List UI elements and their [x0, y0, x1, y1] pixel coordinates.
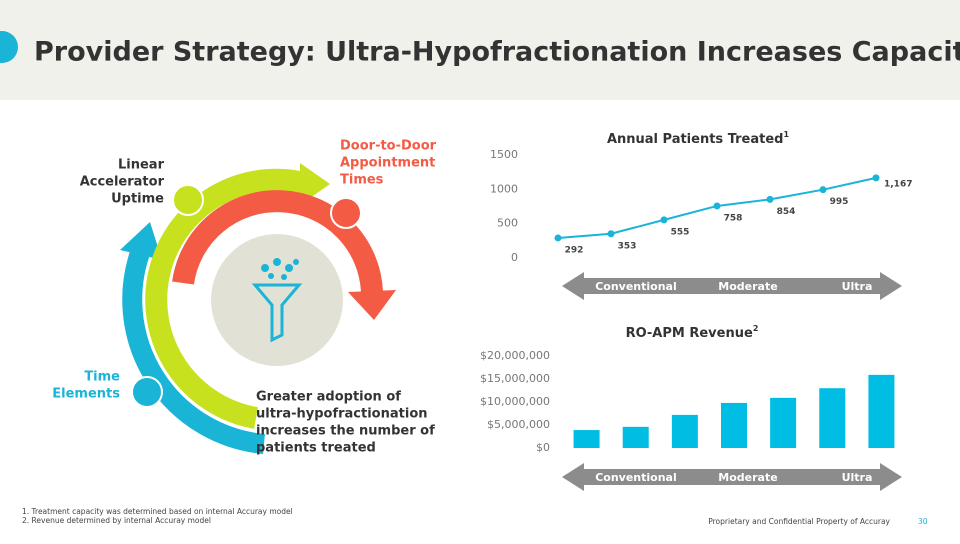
- y-tick-label: $5,000,000: [487, 418, 550, 431]
- door-icon: [330, 197, 362, 229]
- label-line: Times: [340, 173, 384, 188]
- title-text: RO-APM Revenue: [626, 326, 753, 341]
- chart-title: RO-APM Revenue2: [626, 324, 759, 341]
- scale-arrow: [562, 463, 902, 491]
- bar: [868, 374, 895, 448]
- value-label: 854: [777, 207, 796, 217]
- bar: [770, 397, 797, 448]
- header-dot: [0, 31, 18, 63]
- funnel-circle: [211, 234, 343, 366]
- label-line: Time: [84, 370, 120, 385]
- arrow-label: Conventional: [595, 280, 677, 293]
- caption-line: increases the number of: [256, 424, 435, 439]
- blue-arc: [122, 246, 265, 454]
- red-arc: [172, 190, 383, 293]
- label-line: Elements: [52, 387, 120, 402]
- gear-icon: [172, 184, 204, 216]
- point: [607, 230, 615, 238]
- value-label: 1,167: [884, 179, 912, 189]
- slide-title: Provider Strategy: Ultra-Hypofractionati…: [34, 37, 960, 68]
- green-arrowhead: [300, 163, 330, 205]
- green-arc: [145, 168, 311, 429]
- scale-arrow: [562, 272, 902, 300]
- value-label: 292: [565, 245, 584, 255]
- y-tick-label: 1500: [490, 148, 518, 161]
- chart-title: Annual Patients Treated1: [607, 130, 790, 147]
- label-time: Time Elements: [52, 370, 120, 402]
- label-line: Uptime: [111, 192, 164, 207]
- point: [872, 174, 880, 182]
- arrow-label: Conventional: [595, 471, 677, 484]
- red-arrowhead: [348, 290, 396, 320]
- caption-line: Greater adoption of: [256, 390, 401, 405]
- title-text: Annual Patients Treated: [607, 132, 784, 147]
- point: [713, 202, 721, 210]
- footer-text: Proprietary and Confidential Property of…: [708, 517, 890, 526]
- value-label: 758: [724, 213, 743, 223]
- footnote: 1. Treatment capacity was determined bas…: [22, 507, 293, 516]
- funnel-icon: [251, 283, 303, 343]
- footnote: 2. Revenue determined by internal Accura…: [22, 516, 211, 525]
- value-label: 995: [830, 197, 849, 207]
- point: [554, 234, 562, 242]
- y-tick-label: $20,000,000: [480, 349, 550, 362]
- label-line: Appointment: [340, 156, 435, 171]
- arrow-label: Ultra: [842, 280, 873, 293]
- y-tick-label: $0: [536, 441, 550, 454]
- blue-arrowhead: [120, 222, 162, 260]
- header-band: [0, 0, 960, 100]
- label-line: Linear: [118, 158, 165, 173]
- title-sup: 1: [783, 130, 789, 139]
- label-line: Door-to-Door: [340, 139, 437, 154]
- bar: [622, 426, 649, 448]
- label-uptime: Linear Accelerator Uptime: [80, 158, 165, 207]
- title-sup: 2: [753, 324, 759, 333]
- funnel-dots: [261, 258, 299, 280]
- point: [819, 186, 827, 194]
- caption: Greater adoption of ultra-hypofractionat…: [256, 390, 435, 456]
- point: [660, 216, 668, 224]
- arrow-label: Moderate: [718, 471, 777, 484]
- bar: [573, 430, 600, 448]
- calendar-icon: [131, 376, 163, 408]
- bar: [721, 402, 747, 448]
- y-tick-label: 1000: [490, 182, 518, 195]
- label-line: Accelerator: [80, 175, 165, 190]
- value-label: 555: [671, 227, 690, 237]
- label-door: Door-to-Door Appointment Times: [340, 139, 437, 188]
- point: [766, 195, 774, 203]
- value-label: 353: [618, 241, 637, 251]
- caption-line: ultra-hypofractionation: [256, 407, 428, 422]
- y-tick-label: 500: [497, 217, 518, 230]
- y-tick-label: 0: [511, 251, 518, 264]
- bar: [671, 414, 698, 448]
- bar: [819, 388, 846, 448]
- y-tick-label: $15,000,000: [480, 372, 550, 385]
- arrow-label: Ultra: [842, 471, 873, 484]
- caption-line: patients treated: [256, 441, 376, 456]
- arrow-label: Moderate: [718, 280, 777, 293]
- y-tick-label: $10,000,000: [480, 395, 550, 408]
- page-number: 30: [918, 517, 928, 526]
